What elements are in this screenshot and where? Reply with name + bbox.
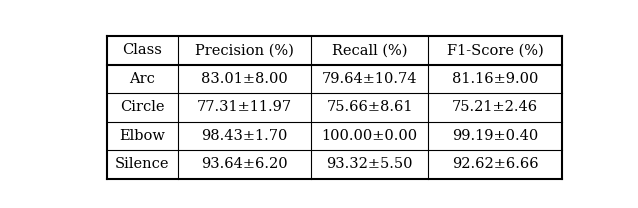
Text: 75.66±8.61: 75.66±8.61: [327, 100, 413, 114]
Text: 77.31±11.97: 77.31±11.97: [197, 100, 292, 114]
Text: Arc: Arc: [130, 72, 155, 86]
Text: 92.62±6.66: 92.62±6.66: [452, 157, 538, 171]
Text: Precision (%): Precision (%): [195, 43, 294, 57]
Text: Elbow: Elbow: [119, 129, 165, 143]
Text: 75.21±2.46: 75.21±2.46: [452, 100, 538, 114]
Text: Recall (%): Recall (%): [332, 43, 408, 57]
Text: 99.19±0.40: 99.19±0.40: [452, 129, 538, 143]
Text: Circle: Circle: [120, 100, 165, 114]
Text: 93.64±6.20: 93.64±6.20: [201, 157, 288, 171]
Text: 98.43±1.70: 98.43±1.70: [202, 129, 288, 143]
Text: 83.01±8.00: 83.01±8.00: [201, 72, 288, 86]
Text: 79.64±10.74: 79.64±10.74: [322, 72, 417, 86]
Text: 100.00±0.00: 100.00±0.00: [322, 129, 418, 143]
Text: 81.16±9.00: 81.16±9.00: [452, 72, 538, 86]
Text: Silence: Silence: [115, 157, 170, 171]
Text: Class: Class: [122, 43, 162, 57]
Text: F1-Score (%): F1-Score (%): [447, 43, 544, 57]
Text: 93.32±5.50: 93.32±5.50: [327, 157, 413, 171]
